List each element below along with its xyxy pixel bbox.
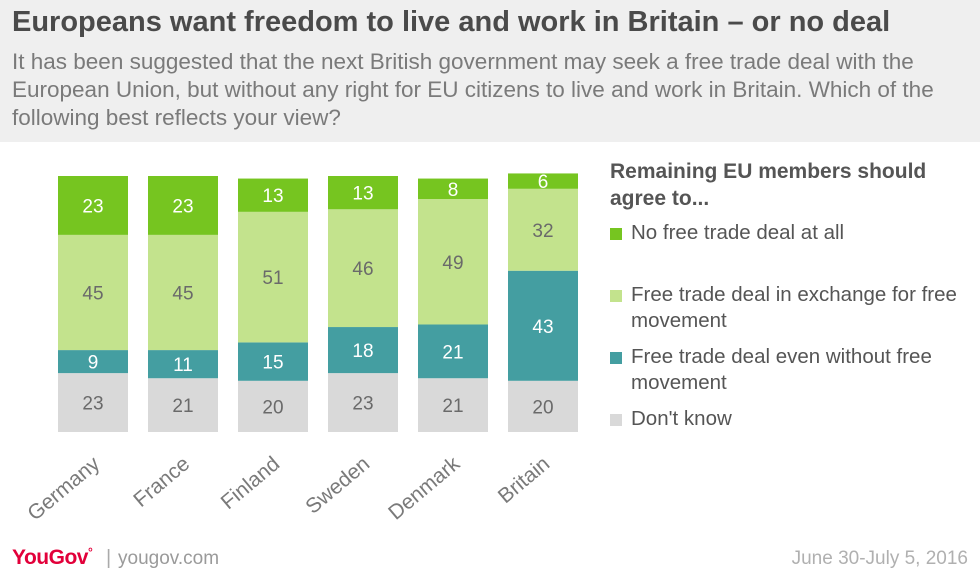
legend-label: Free trade deal in exchange for free mov… [631,283,957,332]
bar-value-label: 46 [352,259,373,280]
bar-value-label: 23 [82,196,103,217]
bar-segment [328,176,398,210]
bar-segment [508,380,578,432]
bar-value-label: 45 [172,283,193,304]
bar-value-label: 45 [82,283,103,304]
legend-label: Free trade deal even without free moveme… [631,345,932,394]
bar-value-label: 23 [172,196,193,217]
x-axis-label: France [129,452,194,512]
bar-segment [58,373,128,432]
yougov-logo: YouGov° [12,545,93,569]
bar-segment [148,378,218,432]
x-axis-label: Finland [217,452,285,514]
bar-value-label: 51 [262,268,283,289]
footer-site: yougov.com [118,548,220,569]
bar-value-label: 23 [352,394,373,415]
bar-value-label: 9 [88,353,99,374]
bar-value-label: 21 [172,396,193,417]
bar-value-label: 6 [538,172,549,193]
bar-segment [148,176,218,235]
bar-value-label: 11 [173,355,193,376]
bar-segment [508,188,578,271]
bar-segment [328,327,398,374]
page-title: Europeans want freedom to live and work … [12,6,891,38]
bar-value-label: 13 [352,184,373,205]
bar-value-label: 32 [532,221,553,242]
legend-swatch [610,228,622,240]
legend-swatch [610,290,622,302]
bar-segment [238,342,308,381]
footer-separator: | [106,547,112,569]
bar-segment [508,173,578,189]
bar-value-label: 21 [442,342,463,363]
page-subtitle: It has been suggested that the next Brit… [12,49,934,130]
bar-value-label: 13 [262,186,283,207]
x-axis-label: Denmark [384,452,464,525]
legend: Remaining EU members should agree to... … [610,158,970,430]
bar-segment [238,178,308,212]
bar-segment [58,234,128,351]
bar-value-label: 43 [532,317,553,338]
bar-segment [418,378,488,432]
bar-value-label: 8 [448,180,459,201]
bar-segment [328,373,398,432]
bar-segment [148,234,218,351]
legend-title: Remaining EU members should agree to... [610,160,927,210]
bar-segment [238,380,308,432]
legend-label: No free trade deal at all [631,221,845,244]
legend-swatch [610,352,622,364]
bar-segment [418,324,488,379]
legend-swatch [610,414,622,426]
x-axis-label: Sweden [301,452,374,518]
bar-segment [418,199,488,325]
bar-value-label: 21 [442,396,463,417]
header-band: Europeans want freedom to live and work … [0,0,980,142]
bar-value-label: 20 [532,397,553,418]
bar-segment [418,178,488,200]
bar-value-label: 23 [82,394,103,415]
x-axis-label: Germany [23,452,104,525]
bar-segment [328,209,398,328]
bar-value-label: 15 [262,353,283,374]
bar-segment [58,350,128,374]
bar-value-label: 20 [262,397,283,418]
bar-segment [238,211,308,343]
bar-segment [508,270,578,381]
bar-value-label: 49 [442,253,463,274]
legend-label: Don't know [631,407,732,430]
bar-segment [58,176,128,235]
bar-value-label: 18 [352,341,373,362]
footer-date: June 30-July 5, 2016 [791,548,968,569]
bar-segment [148,350,218,379]
x-axis-label: Britain [494,452,554,508]
stacked-bar-chart: 23 9 45 23 Germany 21 11 45 23 France 20 15 51 13 Finl… [23,172,578,525]
